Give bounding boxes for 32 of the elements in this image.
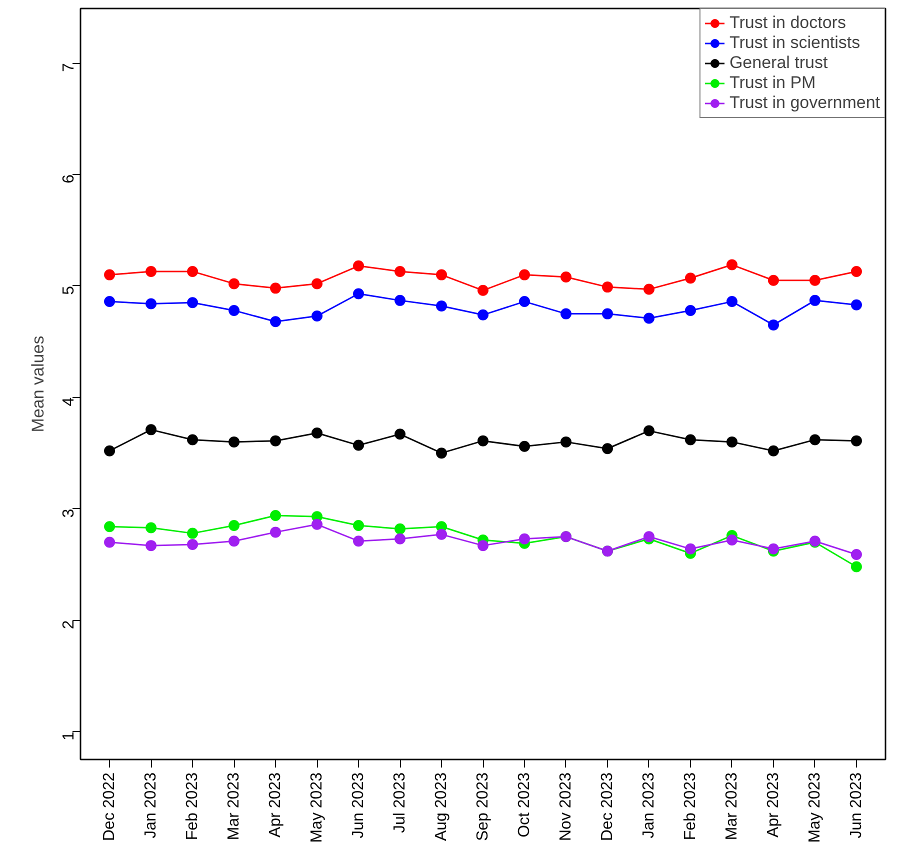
y-tick-label: 5 <box>60 286 78 295</box>
y-tick-label: 7 <box>60 62 78 72</box>
x-tick-label: Aug 2023 <box>433 772 450 842</box>
legend-label: Trust in scientists <box>729 33 860 53</box>
y-tick-label: 6 <box>60 174 78 184</box>
x-tick-label: Apr 2023 <box>764 772 782 838</box>
legend-label: Trust in government <box>729 93 880 113</box>
y-tick-label: 2 <box>60 620 78 630</box>
x-tick-label: Apr 2023 <box>267 772 284 838</box>
x-tick-label: Dec 2023 <box>598 772 616 841</box>
x-tick-label: Jun 2023 <box>350 772 368 838</box>
x-tick-label: Oct 2023 <box>516 772 533 838</box>
y-tick-label: 4 <box>60 397 78 406</box>
x-tick-label: Jan 2023 <box>640 772 658 838</box>
x-tick-label: Jul 2023 <box>392 772 409 833</box>
x-tick-label: May 2023 <box>806 772 824 843</box>
x-tick-label: Dec 2022 <box>101 772 118 841</box>
y-tick-label: 3 <box>60 508 78 518</box>
y-axis-title: Mean values <box>28 336 48 432</box>
legend-label: Trust in PM <box>729 73 816 93</box>
x-tick-label: Sep 2023 <box>474 772 492 842</box>
x-tick-label: Jan 2023 <box>142 772 160 838</box>
x-tick-label: Nov 2023 <box>557 772 574 841</box>
legend-label: General trust <box>729 53 828 73</box>
legend-label: Trust in doctors <box>729 13 846 33</box>
x-tick-label: Feb 2023 <box>682 772 699 840</box>
x-tick-label: Jun 2023 <box>848 772 865 838</box>
x-tick-label: Feb 2023 <box>184 772 202 840</box>
x-tick-label: May 2023 <box>308 772 326 843</box>
x-tick-label: Mar 2023 <box>226 772 243 840</box>
y-tick-label: 1 <box>60 732 78 741</box>
x-tick-label: Mar 2023 <box>723 772 740 840</box>
